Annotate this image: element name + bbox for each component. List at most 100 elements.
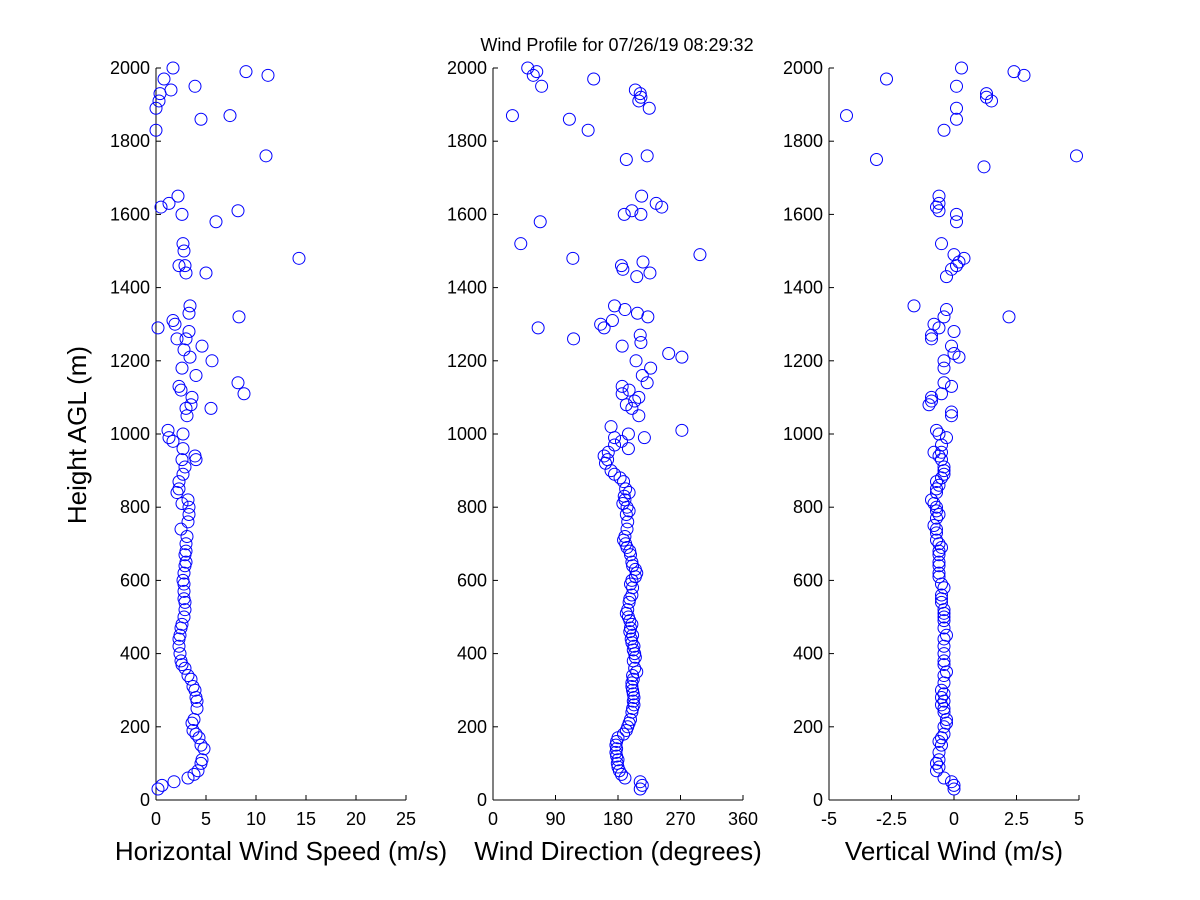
y-tick-label: 600 (120, 570, 150, 590)
data-point (149, 101, 163, 115)
data-point (945, 775, 958, 789)
data-point (932, 196, 946, 210)
y-tick-label: 1600 (783, 204, 823, 224)
data-point (157, 72, 171, 86)
data-point (633, 328, 647, 342)
data-point (870, 153, 883, 166)
data-point (231, 376, 245, 390)
data-point (937, 658, 951, 672)
data-point (625, 680, 639, 694)
data-point (166, 61, 180, 75)
data-point (675, 423, 689, 437)
data-point (925, 390, 938, 404)
y-tick-label: 2000 (447, 58, 487, 78)
data-point (937, 460, 951, 474)
data-point (184, 398, 198, 412)
data-point (932, 508, 946, 522)
data-point (937, 310, 951, 324)
panel-2: 0 200 400 600 800 1000 1200 1400 1600 1800 2000 0 90… (447, 58, 762, 866)
data-point (940, 665, 953, 679)
data-point (937, 639, 951, 653)
data-point (614, 434, 628, 448)
data-point (632, 390, 646, 404)
data-point (937, 647, 951, 661)
data-point (641, 310, 655, 324)
data-point (174, 383, 188, 397)
y-tick-label: 200 (120, 717, 150, 737)
data-point (922, 398, 936, 412)
data-point (937, 581, 951, 595)
data-point (231, 204, 245, 218)
data-point (174, 522, 188, 536)
data-point (195, 753, 209, 767)
data-point (932, 427, 946, 441)
y-tick-label: 800 (120, 497, 150, 517)
data-point (940, 431, 953, 445)
data-point (628, 661, 642, 675)
data-point (615, 339, 629, 353)
data-point (618, 529, 632, 543)
data-point (187, 767, 201, 781)
data-point (195, 339, 209, 353)
x-tick-label: 0 (488, 809, 498, 829)
y-tick-label: 1400 (783, 278, 823, 298)
data-point (930, 423, 943, 437)
data-point (945, 379, 958, 393)
x-tick-label: -2.5 (876, 809, 907, 829)
y-tick-label: 1800 (447, 131, 487, 151)
data-point (628, 562, 642, 576)
data-point (176, 467, 190, 481)
data-point (161, 423, 175, 437)
data-point (980, 87, 993, 101)
data-point (930, 200, 943, 214)
data-point (932, 570, 946, 584)
data-point (615, 379, 629, 393)
data-point (535, 79, 549, 93)
data-point (181, 515, 195, 529)
data-point (505, 109, 519, 123)
data-point (166, 434, 180, 448)
data-point (937, 720, 951, 734)
data-point (947, 248, 961, 262)
data-point (209, 215, 223, 229)
data-point (625, 204, 639, 218)
data-point (937, 771, 951, 785)
data-point (619, 153, 633, 166)
data-point (935, 387, 948, 401)
data-point (637, 431, 651, 445)
data-point (176, 442, 190, 456)
data-point (925, 394, 938, 408)
x-axis-label: Horizontal Wind Speed (m/s) (115, 836, 447, 866)
data-point (174, 654, 188, 668)
data-point (292, 251, 306, 265)
data-point (935, 691, 948, 705)
data-point (930, 533, 943, 547)
data-point (178, 661, 192, 675)
x-tick-label: 5 (201, 809, 211, 829)
data-point (155, 778, 169, 792)
y-tick-label: 600 (457, 570, 487, 590)
data-point (621, 515, 635, 529)
y-tick-label: 200 (457, 717, 487, 737)
data-point (177, 244, 191, 258)
data-point (185, 390, 199, 404)
data-point (622, 486, 636, 500)
data-point (925, 493, 938, 507)
data-point (937, 610, 951, 624)
data-point (930, 511, 943, 525)
data-point (927, 497, 941, 511)
data-point (1070, 149, 1083, 163)
data-point (172, 639, 186, 653)
data-point (937, 123, 951, 137)
data-point (170, 332, 184, 346)
data-point (932, 204, 946, 218)
x-axis-label: Vertical Wind (m/s) (845, 836, 1063, 866)
data-point (937, 614, 951, 628)
data-point (626, 654, 640, 668)
data-point (194, 738, 208, 752)
x-tick-label: 270 (665, 809, 695, 829)
y-tick-label: 400 (120, 644, 150, 664)
data-point (640, 376, 654, 390)
data-point (604, 420, 618, 434)
data-point (619, 482, 633, 496)
